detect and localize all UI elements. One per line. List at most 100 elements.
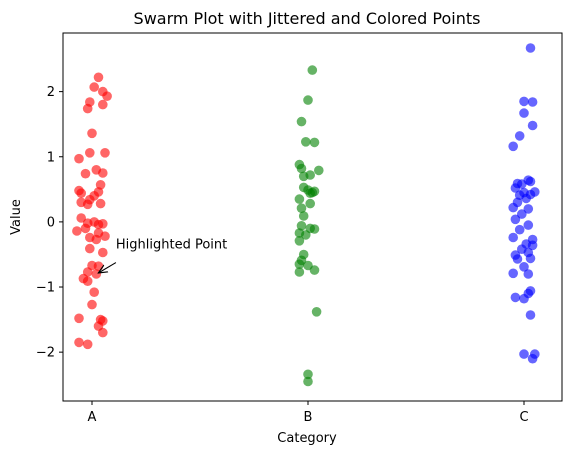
data-point	[294, 267, 305, 277]
data-point	[519, 96, 529, 107]
data-point	[510, 214, 521, 225]
data-point	[296, 116, 307, 127]
data-point	[294, 236, 305, 246]
data-point	[82, 103, 93, 114]
x-axis-label: Category	[277, 431, 337, 446]
data-point	[311, 307, 322, 317]
x-tick-label: C	[519, 410, 528, 425]
data-point	[298, 211, 309, 221]
data-point	[102, 91, 112, 101]
data-point	[98, 219, 108, 229]
data-point	[525, 43, 536, 53]
data-point	[517, 209, 527, 219]
y-tick-label: 0	[47, 215, 55, 230]
data-point	[527, 353, 538, 364]
data-point	[98, 168, 108, 178]
data-point	[301, 137, 311, 147]
data-point	[91, 234, 102, 245]
data-point	[95, 198, 106, 209]
data-point	[508, 202, 518, 213]
x-axis-ticks: A B C	[88, 401, 529, 425]
annotation-arrow	[98, 262, 117, 273]
data-point	[85, 148, 95, 158]
annotation-layer: Highlighted Point	[98, 238, 227, 273]
data-point	[309, 224, 320, 234]
data-point	[307, 187, 318, 198]
data-point	[89, 82, 99, 92]
data-point	[309, 265, 320, 275]
data-point	[89, 287, 99, 298]
data-point	[85, 194, 95, 205]
data-point	[98, 99, 108, 110]
data-point	[512, 254, 523, 264]
data-point	[514, 224, 525, 235]
data-point	[508, 232, 518, 243]
data-point	[98, 247, 108, 258]
y-tick-label: 1	[47, 150, 55, 165]
y-axis-label: Value	[9, 199, 24, 235]
data-point	[294, 259, 305, 270]
data-point	[508, 268, 518, 279]
data-point	[314, 165, 324, 176]
data-point	[508, 141, 518, 152]
data-point	[74, 313, 84, 324]
data-point	[527, 120, 538, 131]
data-point	[98, 327, 108, 338]
points-layer	[72, 43, 540, 387]
chart-title: Swarm Plot with Jittered and Colored Poi…	[134, 9, 481, 28]
data-point	[296, 203, 307, 213]
data-point	[523, 269, 534, 279]
data-point	[305, 198, 316, 209]
data-point	[303, 95, 313, 105]
data-point	[525, 310, 536, 320]
data-point	[91, 269, 102, 279]
data-point	[294, 194, 305, 204]
data-point	[525, 176, 536, 187]
data-point	[521, 193, 531, 204]
x-tick-label: A	[88, 410, 97, 425]
data-point	[296, 163, 307, 174]
data-point	[72, 226, 82, 236]
annotation-label: Highlighted Point	[116, 238, 227, 253]
data-point	[510, 183, 521, 193]
data-point	[74, 337, 84, 348]
data-point	[76, 213, 86, 223]
data-point	[100, 148, 110, 158]
data-point	[100, 231, 110, 241]
data-point	[519, 293, 529, 304]
data-point	[80, 168, 91, 179]
x-tick-label: B	[304, 410, 313, 425]
data-point	[93, 72, 104, 83]
data-point	[87, 299, 97, 310]
data-point	[525, 253, 536, 264]
data-point	[82, 339, 93, 350]
data-point	[514, 131, 525, 141]
data-point	[519, 349, 529, 359]
data-point	[527, 240, 538, 251]
data-point	[296, 221, 307, 231]
data-point	[527, 97, 538, 107]
data-point	[510, 292, 521, 303]
y-tick-label: 2	[47, 85, 55, 100]
data-point	[523, 220, 534, 230]
y-tick-label: −1	[36, 281, 55, 296]
data-point	[82, 276, 93, 287]
data-point	[309, 137, 320, 148]
data-point	[523, 204, 534, 214]
data-point	[303, 369, 313, 380]
data-point	[87, 128, 97, 139]
data-point	[76, 188, 86, 198]
data-point	[80, 223, 91, 234]
data-point	[301, 230, 311, 240]
data-point	[303, 376, 313, 387]
data-point	[298, 171, 309, 182]
data-point	[74, 153, 84, 164]
data-point	[307, 65, 318, 75]
data-point	[519, 262, 529, 272]
plot-frame	[62, 32, 563, 402]
y-axis-ticks: −2 −1 0 1 2	[36, 85, 63, 361]
data-point	[85, 243, 95, 254]
data-point	[519, 108, 529, 118]
y-tick-label: −2	[36, 346, 55, 361]
